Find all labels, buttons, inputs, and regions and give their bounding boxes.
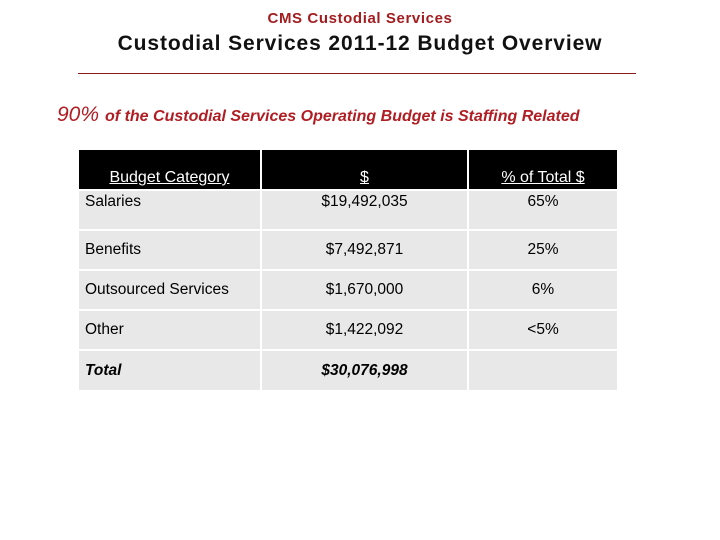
table-row: Outsourced Services $1,670,000 6%: [79, 269, 617, 309]
total-amount: $30,076,998: [260, 349, 467, 390]
row-category: Benefits: [79, 229, 260, 269]
row-category: Other: [79, 309, 260, 349]
table-total-row: Total $30,076,998: [79, 349, 617, 390]
row-percent: 6%: [467, 269, 617, 309]
title-divider: [78, 73, 636, 74]
page-title: Custodial Services 2011-12 Budget Overvi…: [117, 32, 603, 55]
budget-table: Budget Category $ % of Total $ Salaries …: [79, 150, 617, 390]
row-amount: $7,492,871: [260, 229, 467, 269]
organization-name: CMS Custodial Services: [267, 10, 453, 27]
column-header-amount: $: [260, 150, 467, 189]
column-header-percent-of-total: % of Total $: [467, 150, 617, 189]
headline-percent: 90%: [57, 103, 100, 126]
total-percent: [467, 349, 617, 390]
row-amount: $19,492,035: [260, 189, 467, 229]
row-amount: $1,422,092: [260, 309, 467, 349]
table-row: Other $1,422,092 <5%: [79, 309, 617, 349]
table-row: Benefits $7,492,871 25%: [79, 229, 617, 269]
total-label: Total: [79, 349, 260, 390]
headline-statement: 90% of the Custodial Services Operating B…: [57, 103, 579, 127]
row-percent: 65%: [467, 189, 617, 229]
column-header-budget-category: Budget Category: [79, 150, 260, 189]
row-category: Outsourced Services: [79, 269, 260, 309]
row-category: Salaries: [79, 189, 260, 229]
table-row: Salaries $19,492,035 65%: [79, 189, 617, 229]
row-percent: 25%: [467, 229, 617, 269]
row-percent: <5%: [467, 309, 617, 349]
table-header-row: Budget Category $ % of Total $: [79, 150, 617, 189]
headline-text: of the Custodial Services Operating Budg…: [105, 108, 580, 125]
row-amount: $1,670,000: [260, 269, 467, 309]
